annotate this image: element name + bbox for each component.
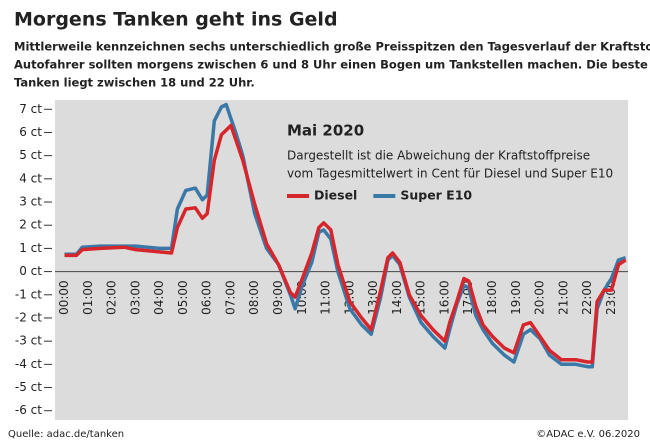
legend-label: Super E10 [400, 188, 472, 203]
y-tick-label: 4 ct [19, 171, 42, 185]
y-tick-label: 6 ct [19, 125, 42, 139]
y-tick-label: -4 ct [15, 357, 42, 371]
x-tick-label: 00:00 [57, 280, 71, 315]
x-tick-label: 11:00 [319, 280, 333, 315]
y-tick-label: -2 ct [15, 310, 42, 324]
x-tick-label: 09:00 [271, 280, 285, 315]
chart-title: Morgens Tanken geht ins Geld [14, 9, 338, 31]
x-tick-label: 21:00 [556, 280, 570, 315]
legend-label: Diesel [314, 188, 357, 203]
subtitle: Autofahrer sollten morgens zwischen 6 un… [14, 58, 650, 72]
x-tick-label: 04:00 [152, 280, 166, 315]
annotation-text: vom Tagesmittelwert in Cent für Diesel u… [287, 167, 613, 181]
y-tick-label: -6 ct [15, 403, 42, 417]
subtitle: Tanken liegt zwischen 18 und 22 Uhr. [14, 76, 255, 90]
y-tick-label: 1 ct [19, 241, 42, 255]
series-line [64, 102, 627, 369]
y-tick-label: 3 ct [19, 195, 42, 209]
series-line [64, 123, 627, 364]
x-tick-label: 22:00 [580, 280, 594, 315]
x-tick-label: 19:00 [509, 280, 523, 315]
x-tick-label: 01:00 [81, 280, 95, 315]
y-tick-label: 0 ct [19, 264, 42, 278]
annotation-text: Dargestellt ist die Abweichung der Kraft… [287, 149, 590, 163]
x-tick-label: 08:00 [247, 280, 261, 315]
subtitle: Mittlerweile kennzeichnen sechs untersch… [14, 40, 650, 54]
y-tick-label: 5 ct [19, 148, 42, 162]
x-tick-label: 16:00 [437, 280, 451, 315]
y-tick-label: -5 ct [15, 380, 42, 394]
y-tick-label: -3 ct [15, 334, 42, 348]
x-tick-label: 03:00 [128, 280, 142, 315]
x-tick-label: 05:00 [176, 280, 190, 315]
x-tick-label: 02:00 [105, 280, 119, 315]
x-tick-label: 06:00 [200, 280, 214, 315]
annotation-title: Mai 2020 [287, 122, 364, 140]
x-tick-label: 18:00 [485, 280, 499, 315]
plot-area [55, 100, 628, 420]
y-tick-label: 7 ct [19, 102, 42, 116]
y-tick-label: 2 ct [19, 218, 42, 232]
credit: ©ADAC e.V. 06.2020 [536, 429, 640, 440]
x-tick-label: 20:00 [533, 280, 547, 315]
source: Quelle: adac.de/tanken [8, 429, 124, 440]
x-tick-label: 14:00 [390, 280, 404, 315]
x-tick-label: 07:00 [223, 280, 237, 315]
y-tick-label: -1 ct [15, 287, 42, 301]
